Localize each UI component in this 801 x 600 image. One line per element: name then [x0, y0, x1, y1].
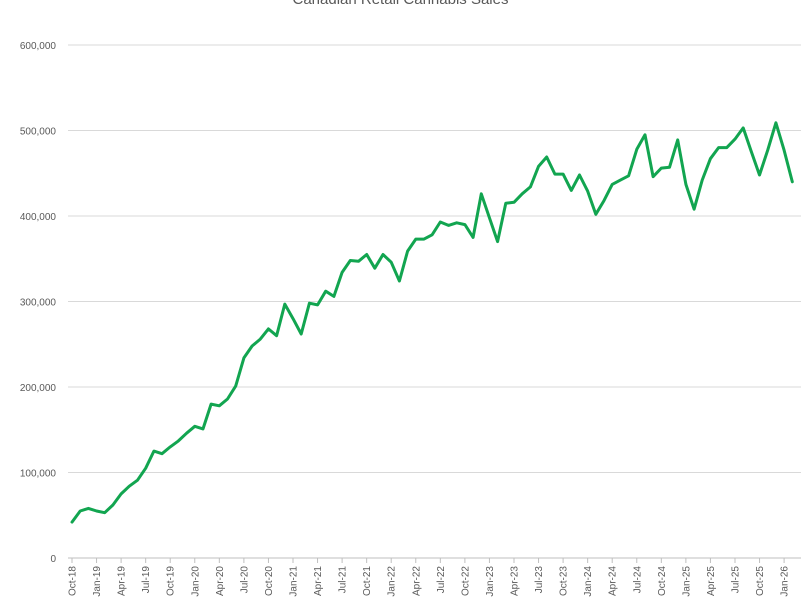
- x-tick-label: Apr-23: [509, 566, 520, 596]
- x-tick-label: Apr-19: [117, 566, 128, 596]
- x-tick-label: Jul-21: [338, 566, 349, 594]
- x-tick-label: Oct-19: [166, 566, 177, 596]
- x-tick-label: Oct-23: [559, 566, 570, 596]
- x-tick-label: Jan-20: [190, 566, 201, 597]
- y-tick-label: 300,000: [20, 298, 57, 309]
- y-tick-label: 600,000: [20, 41, 57, 52]
- series-line: [70, 121, 794, 524]
- x-axis-ticks: Oct-18 Jan-19 Apr-19 Jul-19 Oct-19 Jan-20 Apr-…: [68, 558, 791, 597]
- x-tick-label: Jul-25: [730, 566, 741, 594]
- x-tick-label: Jul-22: [436, 566, 447, 594]
- y-axis-ticks: 0 100,000 200,000 300,000 400,000 500,000 600,…: [20, 41, 57, 565]
- x-tick-label: Jul-23: [534, 566, 545, 594]
- x-tick-label: Jan-21: [288, 566, 299, 597]
- chart-title: Canadian Retail Cannabis Sales: [0, 0, 801, 8]
- y-tick-label: 200,000: [20, 383, 57, 394]
- x-tick-label: Jan-19: [92, 566, 103, 597]
- x-tick-label: Jan-23: [485, 566, 496, 597]
- x-tick-label: Oct-20: [264, 566, 275, 596]
- x-tick-label: Oct-24: [657, 566, 668, 596]
- x-tick-label: Oct-21: [362, 566, 373, 596]
- y-tick-label: 500,000: [20, 127, 57, 138]
- gridlines: [68, 44, 801, 559]
- x-tick-label: Apr-21: [313, 566, 324, 596]
- x-tick-label: Apr-25: [706, 566, 717, 596]
- x-tick-label: Jan-26: [780, 566, 791, 597]
- y-tick-label: 400,000: [20, 212, 57, 223]
- y-tick-label: 0: [50, 554, 56, 565]
- x-tick-label: Jul-24: [632, 566, 643, 594]
- x-tick-label: Jan-24: [583, 566, 594, 597]
- x-tick-label: Apr-22: [411, 566, 422, 596]
- x-tick-label: Apr-20: [215, 566, 226, 596]
- x-tick-label: Jul-20: [239, 566, 250, 594]
- x-tick-label: Jan-25: [681, 566, 692, 597]
- x-tick-label: Jan-22: [387, 566, 398, 597]
- x-tick-label: Oct-25: [755, 566, 766, 596]
- x-tick-label: Apr-24: [608, 566, 619, 596]
- series: [70, 121, 794, 524]
- x-tick-label: Oct-22: [460, 566, 471, 596]
- x-tick-label: Oct-18: [68, 566, 79, 596]
- y-tick-label: 100,000: [20, 469, 57, 480]
- x-tick-label: Jul-19: [141, 566, 152, 594]
